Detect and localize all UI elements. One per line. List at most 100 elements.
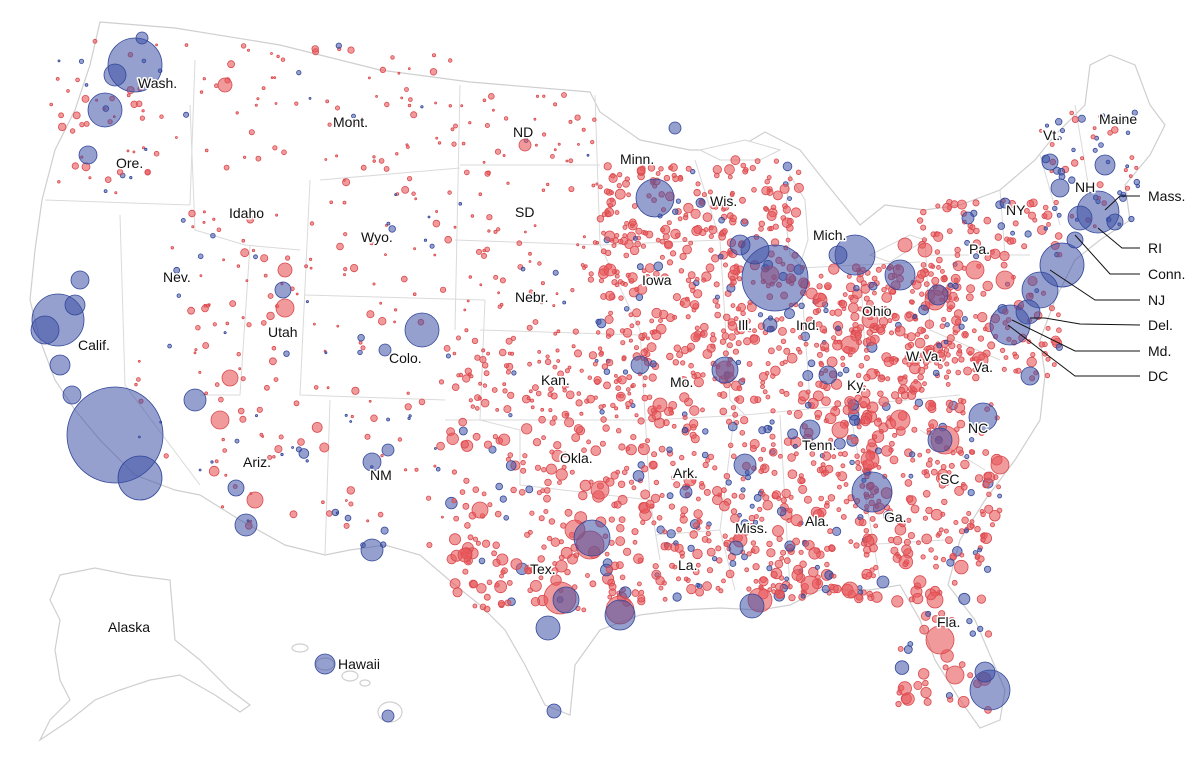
dem-county-bubble — [210, 460, 214, 464]
rep-county-bubble — [696, 496, 701, 502]
dem-county-bubble — [1021, 271, 1059, 309]
rep-county-bubble — [255, 155, 262, 162]
rep-county-bubble — [1124, 185, 1131, 191]
rep-county-bubble — [652, 563, 659, 570]
rep-county-bubble — [971, 328, 977, 334]
rep-county-bubble — [360, 345, 366, 351]
rep-county-bubble — [679, 553, 685, 559]
dem-county-bubble — [1067, 205, 1093, 231]
dem-county-bubble — [129, 176, 133, 180]
rep-county-bubble — [954, 246, 961, 254]
rep-county-bubble — [343, 232, 348, 237]
rep-county-bubble — [753, 578, 759, 584]
rep-county-bubble — [745, 318, 751, 325]
rep-county-bubble — [739, 196, 746, 204]
rep-county-bubble — [628, 218, 637, 227]
dem-county-bubble — [807, 359, 816, 368]
rep-county-bubble — [1038, 341, 1045, 348]
dem-county-bubble — [739, 593, 765, 619]
rep-county-bubble — [910, 288, 915, 294]
rep-county-bubble — [372, 155, 376, 159]
label-del: Del. — [1148, 317, 1173, 333]
dem-county-bubble — [792, 443, 798, 449]
rep-county-bubble — [932, 353, 938, 359]
dem-county-bubble — [936, 342, 943, 349]
rep-county-bubble — [838, 451, 843, 457]
dem-county-bubble — [1068, 176, 1076, 184]
dem-county-bubble — [1098, 142, 1104, 148]
rep-county-bubble — [174, 136, 178, 139]
dem-county-bubble — [1015, 299, 1041, 325]
rep-county-bubble — [798, 473, 804, 479]
rep-county-bubble — [222, 258, 226, 262]
rep-county-bubble — [544, 478, 552, 487]
rep-county-bubble — [497, 599, 505, 608]
dem-county-bubble — [828, 245, 848, 265]
rep-county-bubble — [284, 255, 291, 261]
rep-county-bubble — [651, 307, 662, 319]
rep-county-bubble — [967, 672, 974, 679]
rep-county-bubble — [877, 390, 884, 397]
label-calif: Calif. — [78, 337, 110, 353]
rep-county-bubble — [468, 121, 472, 125]
rep-county-bubble — [622, 179, 630, 188]
rep-county-bubble — [990, 248, 1001, 260]
rep-county-bubble — [972, 199, 980, 207]
rep-county-bubble — [810, 460, 817, 466]
rep-county-bubble — [921, 237, 928, 243]
rep-county-bubble — [683, 576, 689, 582]
rep-county-bubble — [928, 271, 934, 277]
rep-county-bubble — [528, 260, 532, 263]
rep-county-bubble — [900, 472, 906, 478]
rep-county-bubble — [924, 319, 935, 329]
rep-county-bubble — [781, 488, 791, 499]
rep-county-bubble — [946, 470, 952, 475]
dem-county-bubble — [997, 222, 1006, 230]
rep-county-bubble — [689, 405, 700, 416]
rep-county-bubble — [922, 515, 929, 521]
rep-county-bubble — [266, 311, 275, 321]
rep-county-bubble — [195, 325, 201, 331]
rep-county-bubble — [464, 367, 472, 375]
dem-county-bubble — [1092, 147, 1098, 153]
rep-county-bubble — [828, 437, 834, 443]
rep-county-bubble — [787, 507, 793, 514]
rep-county-bubble — [460, 104, 464, 108]
rep-county-bubble — [824, 282, 832, 291]
rep-county-bubble — [946, 228, 953, 235]
rep-county-bubble — [794, 451, 799, 457]
rep-county-bubble — [237, 407, 245, 415]
rep-county-bubble — [726, 342, 733, 349]
rep-county-bubble — [709, 335, 717, 343]
rep-county-bubble — [327, 122, 332, 127]
alaska-outline — [38, 567, 252, 742]
rep-county-bubble — [225, 321, 230, 326]
dem-county-bubble — [695, 197, 706, 208]
rep-county-bubble — [859, 383, 865, 389]
dem-county-bubble — [1058, 173, 1066, 180]
rep-county-bubble — [721, 328, 727, 334]
dem-county-bubble — [927, 427, 953, 453]
rep-county-bubble — [694, 276, 700, 282]
dem-county-bubble — [633, 235, 638, 241]
dem-county-bubble — [280, 452, 284, 457]
rep-county-bubble — [933, 555, 939, 561]
rep-county-bubble — [989, 510, 1001, 522]
rep-county-bubble — [343, 522, 350, 529]
rep-county-bubble — [565, 383, 570, 388]
dem-county-bubble — [305, 300, 309, 304]
rep-county-bubble — [689, 530, 698, 539]
rep-county-bubble — [797, 349, 803, 355]
rep-county-bubble — [705, 263, 715, 273]
rep-county-bubble — [977, 335, 985, 342]
rep-county-bubble — [600, 293, 607, 300]
rep-county-bubble — [687, 271, 696, 280]
rep-county-bubble — [589, 580, 597, 588]
rep-county-bubble — [592, 361, 598, 367]
rep-county-bubble — [1042, 204, 1049, 211]
rep-county-bubble — [842, 292, 848, 298]
rep-county-bubble — [966, 284, 975, 294]
rep-county-bubble — [483, 370, 490, 377]
rep-county-bubble — [483, 593, 491, 601]
dem-county-bubble — [927, 284, 949, 306]
